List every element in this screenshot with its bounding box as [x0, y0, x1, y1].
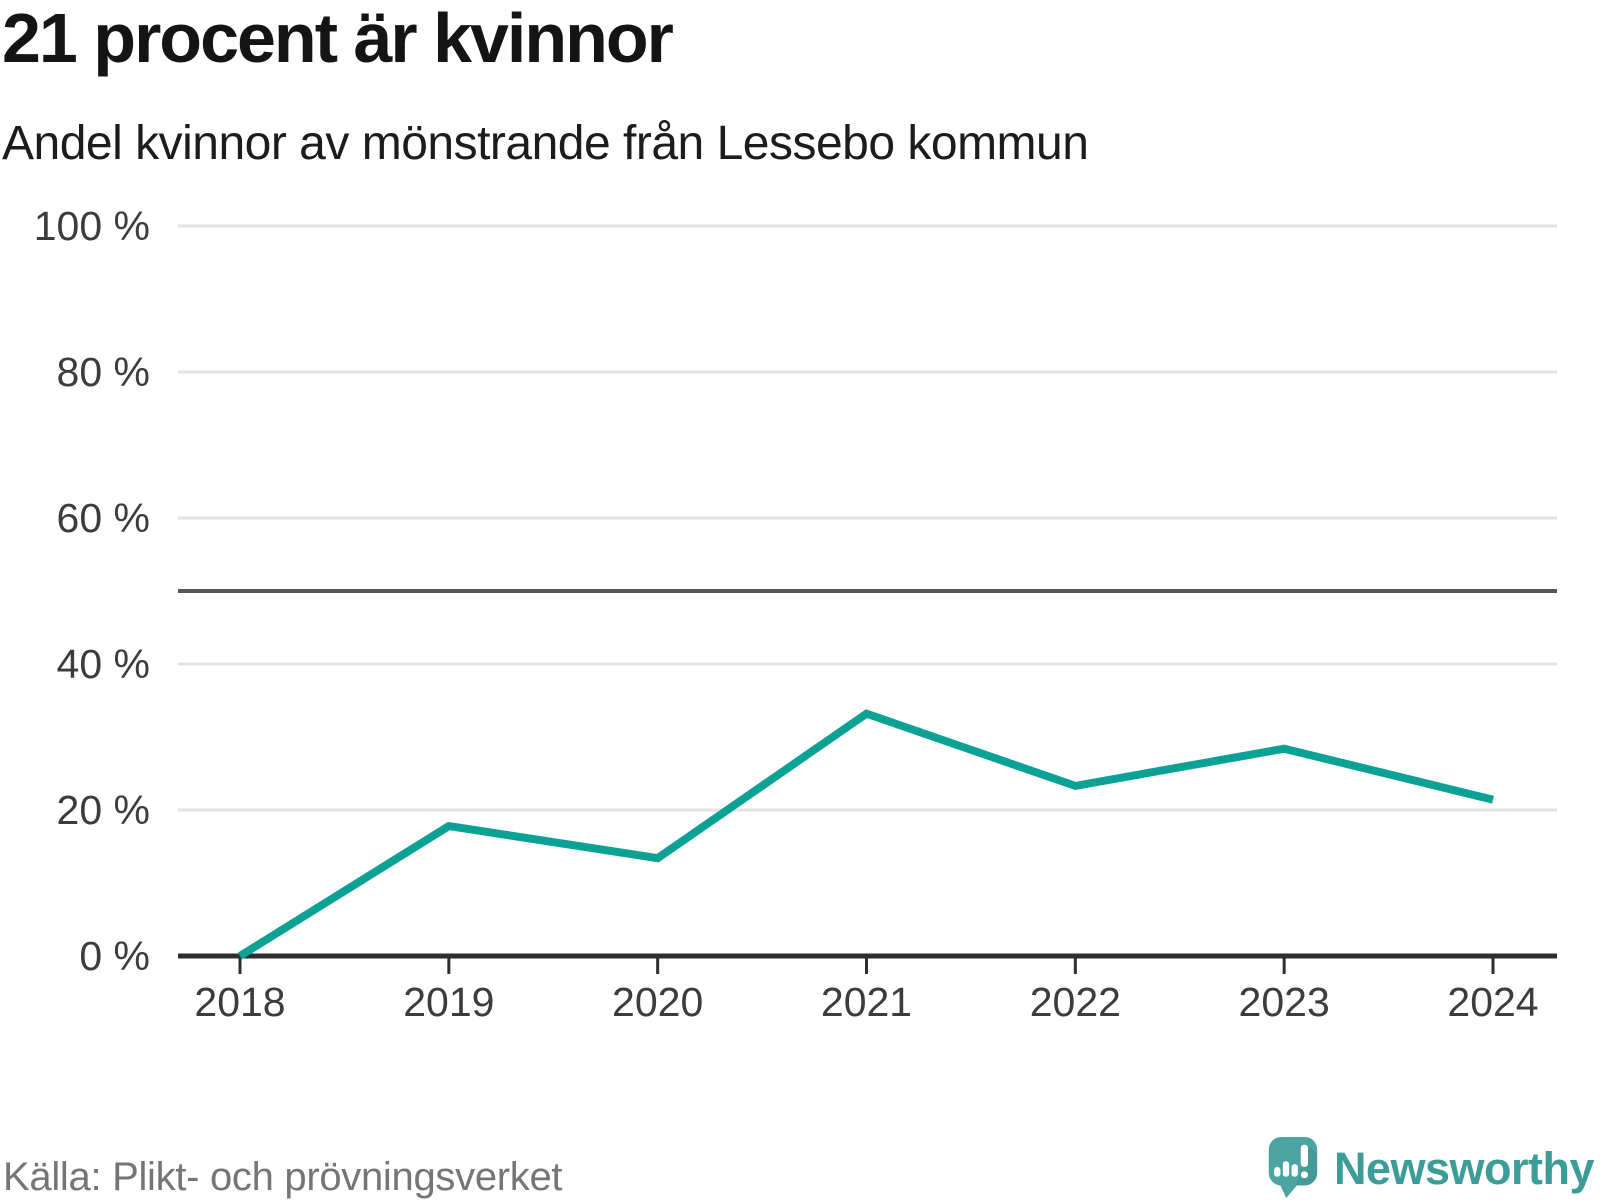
chart-title: 21 procent är kvinnor [2, 0, 674, 77]
line-chart: 0 % 20 % 40 % 60 % 80 % 100 % 2018 2019 2020 2021… [34, 203, 1557, 1025]
chart-subtitle: Andel kvinnor av mönstrande från Lessebo… [2, 117, 1089, 170]
y-axis-tick-label: 100 % [34, 203, 150, 249]
data-line-andel-kvinnor [237, 709, 1494, 960]
x-axis-tick-label: 2018 [194, 979, 285, 1025]
x-axis-tick-label: 2024 [1447, 979, 1538, 1025]
logo-exclamation-dot [1300, 1171, 1308, 1179]
newsworthy-logo-icon [1268, 1136, 1318, 1199]
y-axis-tick-label: 0 % [79, 933, 150, 979]
source-note: Källa: Plikt- och prövningsverket [3, 1155, 563, 1199]
y-axis-tick-label: 20 % [57, 787, 150, 833]
branding: Newsworthy [1266, 1136, 1595, 1200]
y-axis-tick-label: 80 % [57, 349, 150, 395]
x-axis-tick-label: 2021 [821, 979, 912, 1025]
logo-bar-3 [1291, 1164, 1298, 1177]
x-axis-tick-label: 2020 [612, 979, 703, 1025]
logo-bar-1 [1274, 1167, 1281, 1177]
logo-exclamation-bar [1300, 1144, 1308, 1168]
y-axis-tick-label: 40 % [57, 641, 150, 687]
x-axis-tick-label: 2023 [1239, 979, 1330, 1025]
brand-name: Newsworthy [1333, 1143, 1595, 1194]
y-axis-tick-label: 60 % [57, 495, 150, 541]
x-axis-tick-label: 2022 [1030, 979, 1121, 1025]
logo-bar-2 [1282, 1161, 1290, 1177]
x-axis-tick-label: 2019 [403, 979, 494, 1025]
